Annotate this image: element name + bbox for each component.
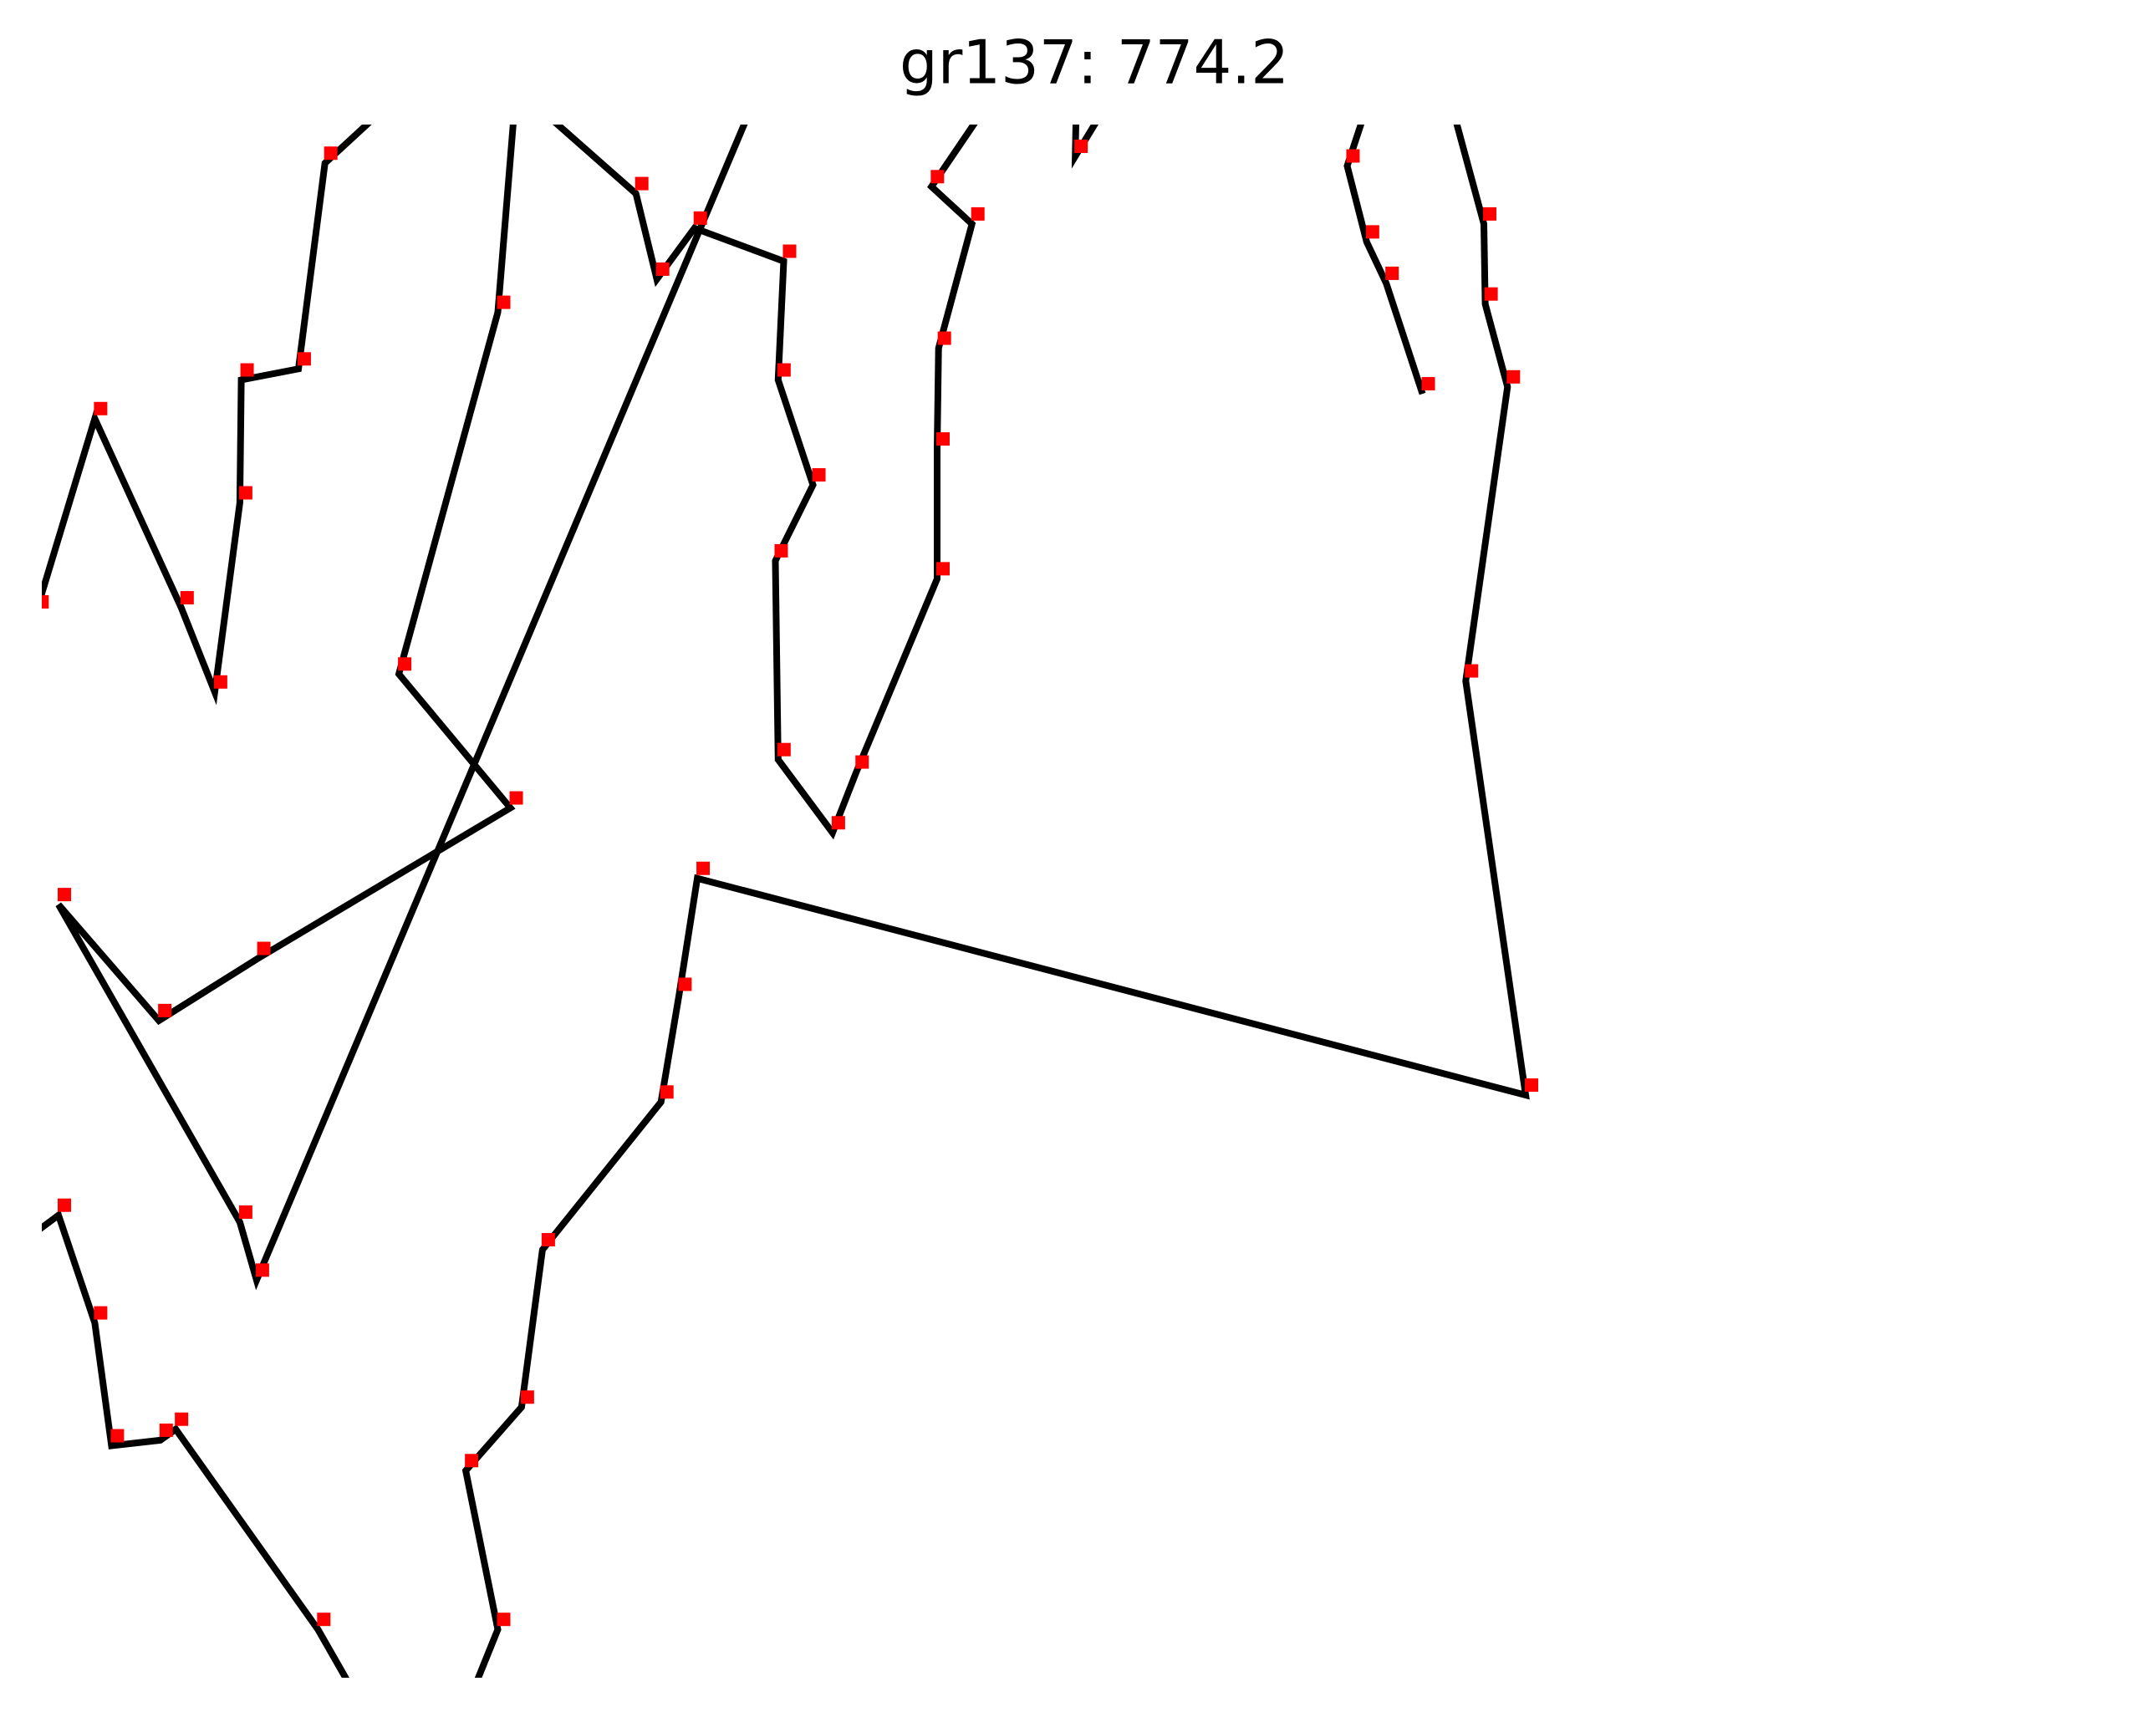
city-marker [398, 657, 412, 671]
city-marker [757, 74, 771, 87]
city-marker [324, 146, 338, 160]
city-marker [1421, 377, 1435, 391]
city-marker [520, 1390, 534, 1404]
city-marker [936, 562, 951, 576]
city-marker [541, 1233, 555, 1247]
city-marker [1484, 287, 1498, 301]
city-marker [297, 352, 311, 366]
city-marker [94, 1306, 108, 1320]
city-marker [1447, 74, 1460, 87]
city-marker [635, 176, 649, 191]
city-marker [1365, 225, 1379, 239]
city-marker [774, 543, 788, 558]
city-marker [159, 1423, 173, 1437]
plot-area [13, 74, 1539, 1709]
city-marker [213, 675, 227, 689]
city-marker [930, 170, 945, 184]
city-marker [58, 888, 72, 902]
city-marker [255, 1263, 269, 1277]
city-marker [463, 1695, 477, 1709]
city-marker [1525, 1078, 1539, 1093]
city-marker [364, 1695, 378, 1709]
city-marker [238, 486, 252, 500]
tour-line [42, 125, 1530, 1678]
city-marker [180, 591, 194, 605]
city-marker [175, 1412, 189, 1426]
city-marker [94, 401, 108, 415]
city-marker [317, 1613, 331, 1627]
city-marker [777, 742, 791, 757]
city-marker [1371, 74, 1384, 87]
city-marker [1074, 139, 1088, 153]
city-marker [777, 363, 791, 377]
city-marker [404, 74, 417, 87]
city-marker [1465, 664, 1479, 678]
city-marker [937, 331, 951, 345]
city-marker [58, 1198, 72, 1212]
city-marker [782, 244, 797, 258]
city-marker [497, 295, 511, 309]
city-marker [1482, 206, 1496, 221]
city-marker [158, 1003, 172, 1017]
city-marker [971, 206, 985, 221]
city-marker [1346, 149, 1360, 163]
city-marker [678, 977, 692, 991]
city-marker [546, 98, 559, 111]
city-marker [1385, 266, 1399, 280]
city-marker [13, 1231, 27, 1245]
city-marker [238, 1205, 252, 1219]
city-marker [812, 468, 826, 482]
city-marker [696, 861, 711, 875]
city-marker [42, 594, 49, 609]
city-marker [831, 816, 845, 830]
city-marker [497, 1613, 511, 1627]
city-marker [855, 755, 869, 769]
city-marker [936, 432, 951, 446]
city-marker [693, 211, 707, 225]
city-marker [240, 363, 254, 377]
city-marker [1506, 369, 1521, 384]
city-marker [465, 1454, 479, 1468]
city-marker [515, 74, 528, 87]
city-marker [660, 1085, 674, 1099]
city-marker [110, 1429, 125, 1443]
city-marker [257, 941, 271, 955]
city-marker [509, 791, 523, 805]
chart-title: gr137: 774.2 [900, 28, 1289, 98]
city-marker [655, 262, 670, 276]
